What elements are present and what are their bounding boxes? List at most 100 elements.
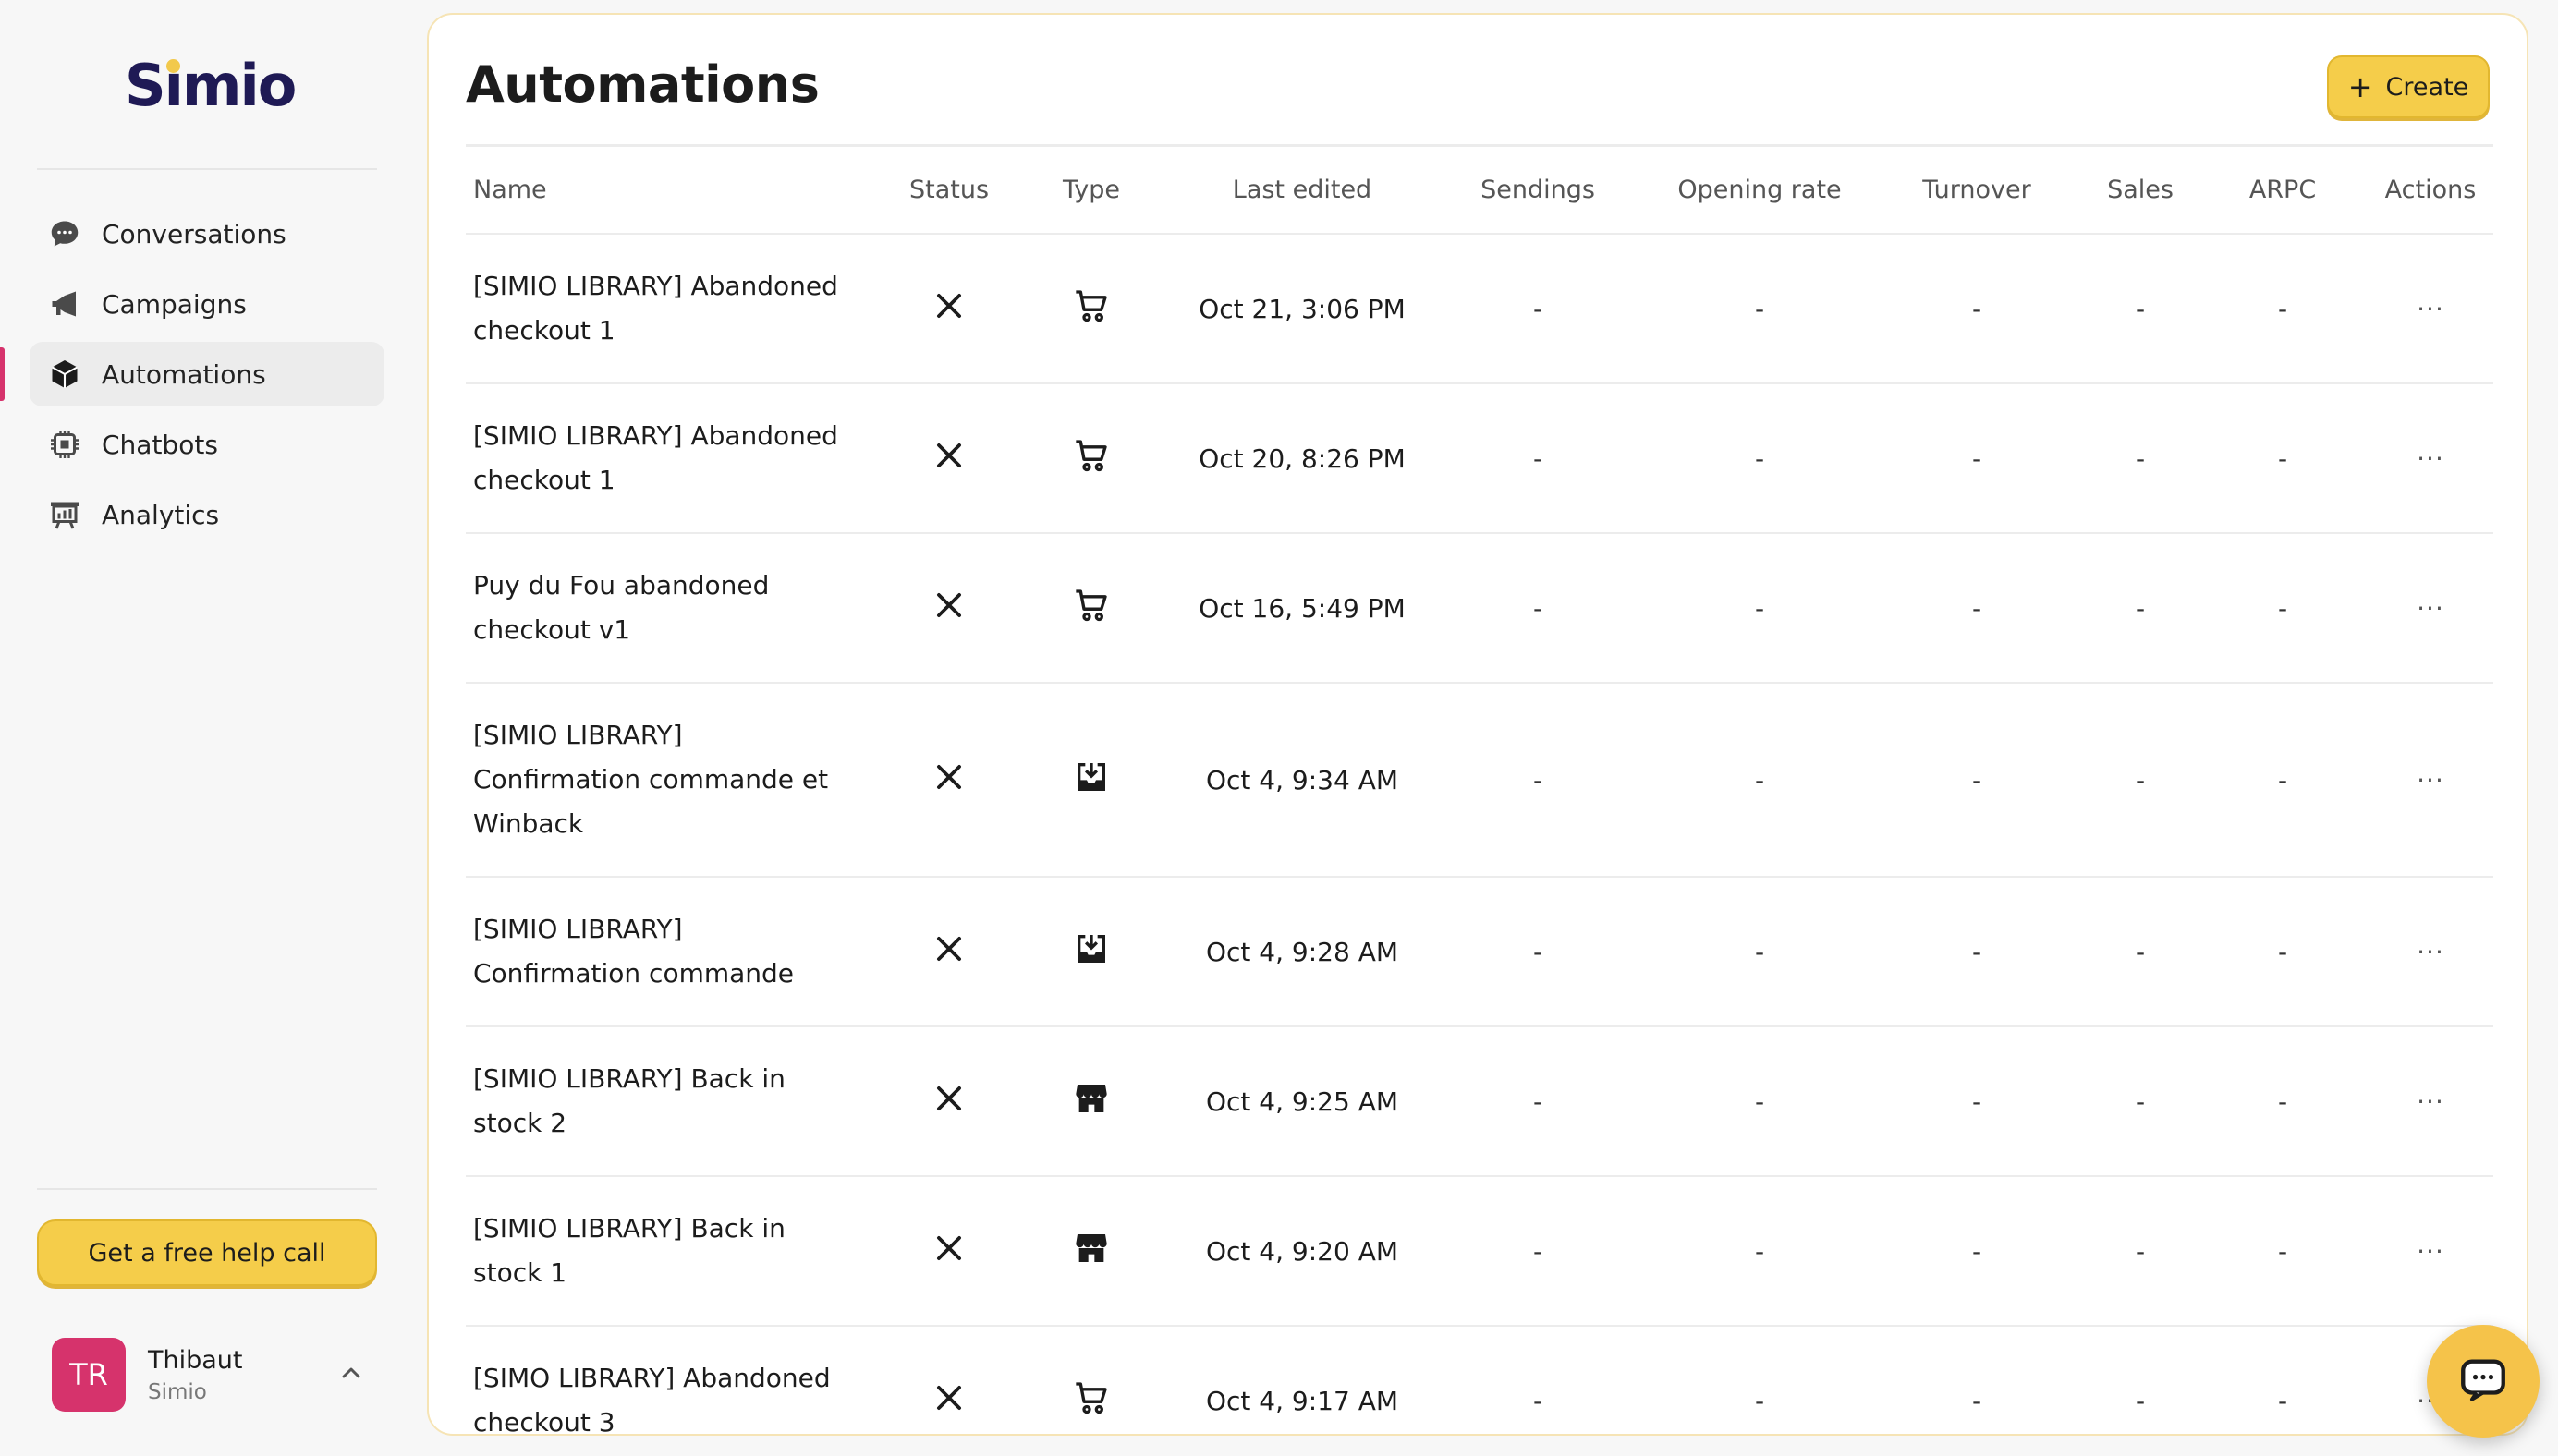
turnover-value: - <box>1870 1176 2083 1327</box>
status-inactive-icon <box>932 759 967 801</box>
column-header-actions: Actions <box>2368 147 2493 235</box>
sidebar-item-campaigns[interactable]: Campaigns <box>30 272 384 336</box>
arpc-value: - <box>2198 1176 2368 1327</box>
last-edited: Oct 4, 9:17 AM <box>1177 1326 1427 1434</box>
more-actions-icon[interactable]: ··· <box>2368 683 2493 878</box>
column-header-opening-rate[interactable]: Opening rate <box>1649 147 1870 235</box>
column-header-sales[interactable]: Sales <box>2083 147 2198 235</box>
more-actions-icon[interactable]: ··· <box>2368 383 2493 534</box>
sendings-value: - <box>1427 683 1649 878</box>
turnover-value: - <box>1870 234 2083 384</box>
sidebar-item-automations[interactable]: Automations <box>0 342 384 406</box>
column-header-type[interactable]: Type <box>1005 147 1177 235</box>
arpc-value: - <box>2198 234 2368 384</box>
automation-name[interactable]: [SIMIO LIBRARY] Abandoned checkout 1 <box>466 383 893 534</box>
table-row[interactable]: Puy du Fou abandoned checkout v1 Oct 16, … <box>466 533 2493 684</box>
table-row[interactable]: [SIMIO LIBRARY] Abandoned checkout 1 Oct … <box>466 383 2493 534</box>
arpc-value: - <box>2198 683 2368 878</box>
status-cell[interactable] <box>893 877 1005 1027</box>
user-organization: Simio <box>148 1379 207 1404</box>
sidebar-item-label: Conversations <box>102 218 286 249</box>
status-cell[interactable] <box>893 683 1005 878</box>
sales-value: - <box>2083 1026 2198 1177</box>
table-row[interactable]: [SIMIO LIBRARY] Back in stock 1 Oct 4, 9:… <box>466 1176 2493 1327</box>
sidebar-item-conversations[interactable]: Conversations <box>30 201 384 266</box>
column-header-arpc[interactable]: ARPC <box>2198 147 2368 235</box>
more-actions-icon[interactable]: ··· <box>2368 1026 2493 1177</box>
automation-name[interactable]: [SIMO LIBRARY] Abandoned checkout 3 <box>466 1326 893 1434</box>
page-title: Automations <box>466 55 820 114</box>
sales-value: - <box>2083 683 2198 878</box>
sales-value: - <box>2083 877 2198 1027</box>
table-row[interactable]: [SIMIO LIBRARY] Abandoned checkout 1 Oct … <box>466 234 2493 384</box>
create-button[interactable]: + Create <box>2327 55 2490 118</box>
more-actions-icon[interactable]: ··· <box>2368 877 2493 1027</box>
automation-name[interactable]: [SIMIO LIBRARY] Confirmation commande <box>466 877 893 1027</box>
status-cell[interactable] <box>893 1176 1005 1327</box>
avatar: TR <box>52 1338 126 1412</box>
chat-bubble-icon <box>48 217 81 250</box>
opening-rate-value: - <box>1649 877 1870 1027</box>
sidebar-item-label: Automations <box>102 358 266 390</box>
create-button-label: Create <box>2385 72 2469 102</box>
automation-name[interactable]: [SIMIO LIBRARY] Abandoned checkout 1 <box>466 234 893 384</box>
last-edited: Oct 4, 9:34 AM <box>1177 683 1427 878</box>
arpc-value: - <box>2198 1026 2368 1177</box>
table-row[interactable]: [SIMIO LIBRARY] Confirmation commande et… <box>466 683 2493 878</box>
sales-value: - <box>2083 1176 2198 1327</box>
automation-name[interactable]: [SIMIO LIBRARY] Back in stock 2 <box>466 1026 893 1177</box>
automations-table: Name Status Type Last edited Sendings Op… <box>466 147 2493 1434</box>
turnover-value: - <box>1870 1026 2083 1177</box>
last-edited: Oct 4, 9:20 AM <box>1177 1176 1427 1327</box>
type-cell <box>1005 683 1177 878</box>
automation-name[interactable]: Puy du Fou abandoned checkout v1 <box>466 533 893 684</box>
sidebar-item-label: Campaigns <box>102 288 247 320</box>
column-header-turnover[interactable]: Turnover <box>1870 147 2083 235</box>
turnover-value: - <box>1870 877 2083 1027</box>
main-panel: Automations + Create Name Status Type La… <box>427 13 2528 1436</box>
column-header-status[interactable]: Status <box>893 147 1005 235</box>
table-row[interactable]: [SIMIO LIBRARY] Back in stock 2 Oct 4, 9:… <box>466 1026 2493 1177</box>
column-header-last-edited[interactable]: Last edited <box>1177 147 1427 235</box>
megaphone-icon <box>48 287 81 321</box>
arpc-value: - <box>2198 383 2368 534</box>
status-cell[interactable] <box>893 533 1005 684</box>
turnover-value: - <box>1870 383 2083 534</box>
more-actions-icon[interactable]: ··· <box>2368 533 2493 684</box>
last-edited: Oct 20, 8:26 PM <box>1177 383 1427 534</box>
table-row[interactable]: [SIMIO LIBRARY] Confirmation commande Oct… <box>466 877 2493 1027</box>
chat-widget-button[interactable] <box>2427 1325 2540 1438</box>
store-icon <box>1073 1080 1110 1123</box>
more-actions-icon[interactable]: ··· <box>2368 234 2493 384</box>
opening-rate-value: - <box>1649 383 1870 534</box>
automation-name[interactable]: [SIMIO LIBRARY] Back in stock 1 <box>466 1176 893 1327</box>
table-header-row: Name Status Type Last edited Sendings Op… <box>466 147 2493 235</box>
chevron-up-icon[interactable] <box>336 1358 366 1388</box>
plus-icon: + <box>2347 69 2373 104</box>
last-edited: Oct 21, 3:06 PM <box>1177 234 1427 384</box>
cart-icon <box>1073 1379 1110 1423</box>
opening-rate-value: - <box>1649 1326 1870 1434</box>
sidebar-divider <box>37 168 377 170</box>
header-divider <box>466 144 2493 147</box>
status-cell[interactable] <box>893 383 1005 534</box>
sales-value: - <box>2083 1326 2198 1434</box>
user-menu[interactable]: TR Thibaut Simio <box>52 1336 366 1414</box>
status-cell[interactable] <box>893 234 1005 384</box>
sales-value: - <box>2083 383 2198 534</box>
more-actions-icon[interactable]: ··· <box>2368 1176 2493 1327</box>
status-inactive-icon <box>932 1380 967 1422</box>
sidebar-item-analytics[interactable]: Analytics <box>30 482 384 547</box>
sendings-value: - <box>1427 533 1649 684</box>
automation-name[interactable]: [SIMIO LIBRARY] Confirmation commande et… <box>466 683 893 878</box>
sidebar-item-chatbots[interactable]: Chatbots <box>30 412 384 477</box>
table-row[interactable]: [SIMO LIBRARY] Abandoned checkout 3 Oct 4… <box>466 1326 2493 1434</box>
sendings-value: - <box>1427 1026 1649 1177</box>
status-cell[interactable] <box>893 1026 1005 1177</box>
simio-logo[interactable]: Sı mio <box>125 52 297 119</box>
column-header-sendings[interactable]: Sendings <box>1427 147 1649 235</box>
free-help-call-button[interactable]: Get a free help call <box>37 1219 377 1286</box>
sidebar-item-label: Chatbots <box>102 429 218 460</box>
column-header-name[interactable]: Name <box>466 147 893 235</box>
status-cell[interactable] <box>893 1326 1005 1434</box>
